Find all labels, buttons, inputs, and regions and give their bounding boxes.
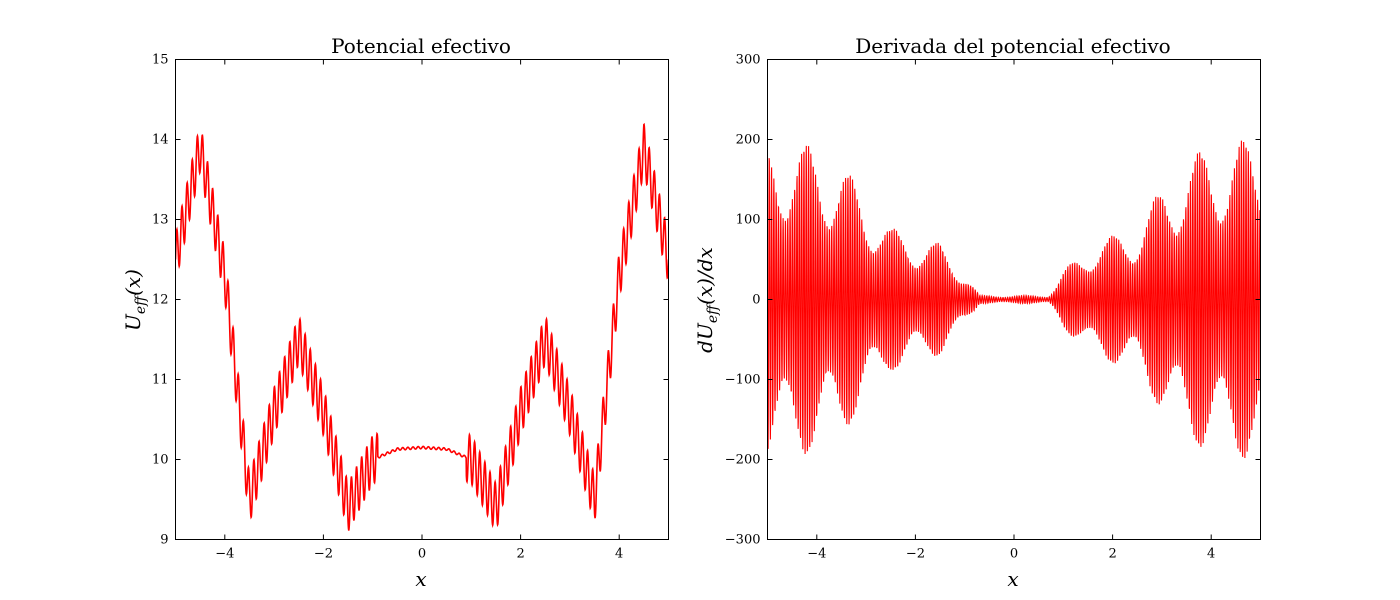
chart-left-ylabel: Ueff(x) (121, 269, 149, 331)
chart-left-ytick-label: 14 (152, 133, 169, 148)
chart-left-axes: −4 −2 0 2 4 9 10 11 12 13 14 15 (152, 53, 669, 562)
chart-right-ytick-label: 300 (736, 53, 761, 68)
chart-right-ytick-label: −100 (725, 373, 761, 388)
chart-left-xtick-label: −4 (215, 547, 234, 562)
chart-left-xtick-label: 2 (516, 547, 524, 562)
chart-left-xtick-label: −2 (314, 547, 333, 562)
chart-right-plot-area (767, 140, 1261, 459)
chart-right-ytick-label: 200 (736, 133, 761, 148)
chart-right-xlabel: x (1007, 567, 1018, 591)
chart-left-ytick-label: 10 (152, 453, 169, 468)
chart-left-frame (175, 59, 669, 540)
chart-right-ytick-label: 0 (752, 293, 760, 308)
chart-right: Derivada del potencial efectivo −4 −2 0 2 4−… (693, 34, 1261, 591)
chart-left-series-line (175, 122, 669, 531)
chart-left-ytick-label: 13 (152, 213, 169, 228)
chart-right-series-line (767, 140, 1261, 459)
chart-left-xtick-label: 4 (615, 547, 623, 562)
chart-left-ytick-label: 12 (152, 293, 169, 308)
chart-left-title: Potencial efectivo (331, 34, 511, 58)
chart-right-xtick-label: 2 (1108, 547, 1116, 562)
chart-right-axes: −4 −2 0 2 4 −300 −200 −100 0 100 200 300 (725, 53, 1261, 562)
chart-right-xtick-label: −4 (807, 547, 826, 562)
chart-left-ytick-label: 11 (152, 373, 169, 388)
chart-right-xtick-label: −2 (906, 547, 925, 562)
chart-right-xtick-label: 0 (1010, 547, 1018, 562)
chart-left: Potencial efectivo −4 −2 0 2 49101112131415 … (121, 34, 669, 591)
chart-right-ytick-label: −200 (725, 453, 761, 468)
chart-right-ytick-label: −300 (725, 533, 761, 548)
chart-left-xlabel: x (415, 567, 426, 591)
chart-left-ytick-label: 15 (152, 53, 169, 68)
chart-left-xtick-label: 0 (418, 547, 426, 562)
chart-right-title: Derivada del potencial efectivo (855, 34, 1170, 58)
chart-right-xtick-label: 4 (1207, 547, 1215, 562)
chart-left-ytick-label: 9 (160, 533, 168, 548)
chart-right-ytick-label: 100 (736, 213, 761, 228)
chart-right-ylabel: dUeff(x)/dx (693, 247, 721, 353)
chart-left-plot-area (175, 122, 669, 531)
